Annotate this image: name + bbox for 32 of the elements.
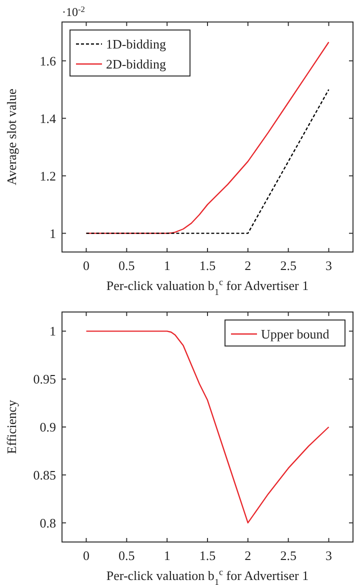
y-tick-label: 1 — [50, 324, 56, 339]
x-tick-label: 2 — [244, 548, 252, 563]
x-tick-label: 0.5 — [118, 548, 135, 563]
x-tick-label: 0 — [83, 548, 90, 563]
x-tick-label: 0 — [83, 258, 90, 273]
legend-label: Upper bound — [261, 326, 330, 342]
x-tick-label: 1.5 — [199, 548, 216, 563]
line-series — [86, 330, 330, 524]
x-tick-label: 3 — [326, 548, 332, 563]
y-axis-title: Average slot value — [4, 88, 19, 186]
text: ·10$^{-2}$ — [62, 4, 85, 19]
y-tick-label: 0.85 — [33, 467, 56, 482]
y-tick-label: 0.95 — [33, 372, 56, 387]
y-axis-title: Efficiency — [4, 400, 19, 454]
y-tick-label: 1 — [50, 226, 56, 241]
y-tick-label: 0.8 — [40, 515, 56, 530]
x-tick-label: 2.5 — [280, 258, 296, 273]
y-tick-label: 1.4 — [40, 110, 56, 126]
x-tick-label: 2.5 — [280, 548, 296, 563]
x-axis-title: Per-click valuation b$_{1}$$^{c}$ for Advertiser 1 — [106, 567, 309, 585]
x-tick-label: 1.5 — [199, 258, 216, 273]
y-tick-label: 0.9 — [40, 420, 56, 434]
x-tick-label: 2 — [244, 258, 252, 273]
x-tick-label: 3 — [326, 258, 332, 273]
x-axis-title: Per-click valuation b$_{1}$$^{c}$ for Advertiser 1 — [106, 277, 309, 297]
legend-label: 2D-bidding — [106, 56, 166, 72]
x-tick-label: 1 — [164, 548, 170, 563]
y-tick-label: 1.2 — [40, 168, 56, 184]
legend-label: 1D-bidding — [106, 36, 166, 52]
y-tick-label: 1.6 — [40, 53, 56, 68]
x-tick-label: 1 — [164, 258, 170, 273]
x-tick-label: 0.5 — [118, 258, 135, 273]
